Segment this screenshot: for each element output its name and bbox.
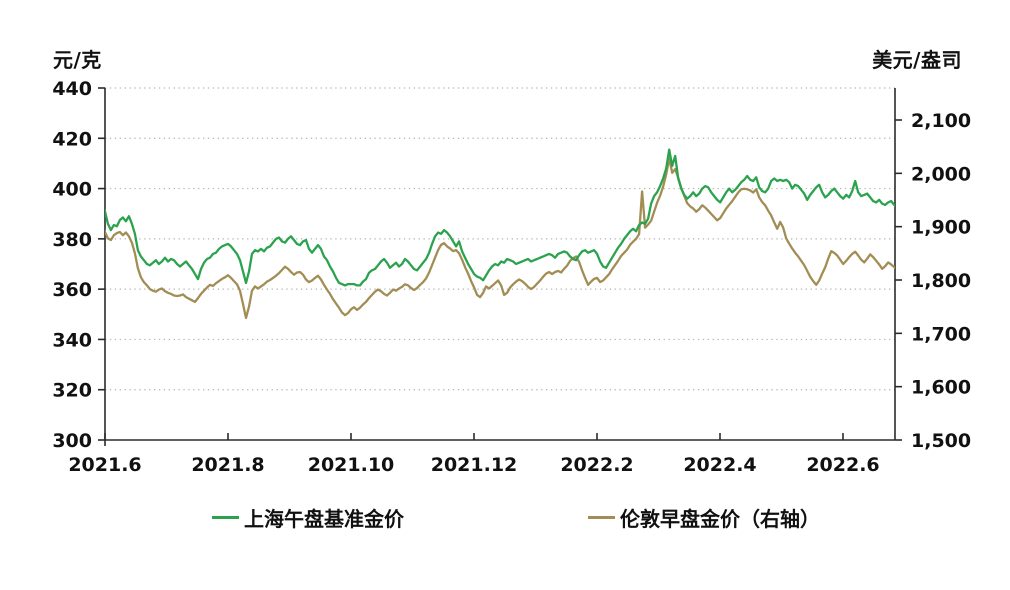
left-tick-label: 360 <box>52 279 92 301</box>
london-price-line <box>105 157 895 320</box>
right-axis-unit-label: 美元/盎司 <box>872 48 962 72</box>
legend-label-shanghai: 上海午盘基准金价 <box>244 506 404 531</box>
legend-label-london: 伦敦早盘金价（右轴） <box>620 506 820 531</box>
x-tick-label: 2022.4 <box>683 454 756 476</box>
shanghai-line-swatch-icon <box>212 515 239 519</box>
legend: 上海午盘基准金价 伦敦早盘金价（右轴） <box>0 503 1010 537</box>
left-tick-label: 420 <box>52 128 92 150</box>
london-line-swatch-icon <box>588 515 615 519</box>
x-tick-label: 2022.2 <box>560 454 633 476</box>
legend-item-shanghai: 上海午盘基准金价 <box>212 503 404 531</box>
right-tick-label: 1,900 <box>911 217 971 239</box>
left-tick-label: 340 <box>52 329 92 351</box>
x-tick-label: 2021.10 <box>308 454 395 476</box>
right-tick-label: 1,700 <box>911 323 971 345</box>
left-tick-label: 440 <box>52 78 92 100</box>
x-tick-label: 2021.8 <box>191 454 264 476</box>
right-tick-label: 1,600 <box>911 377 971 399</box>
left-tick-label: 320 <box>52 380 92 402</box>
right-tick-label: 1,800 <box>911 270 971 292</box>
x-tick-label: 2021.6 <box>68 454 141 476</box>
left-axis-unit-label: 元/克 <box>53 48 102 72</box>
left-tick-label: 380 <box>52 229 92 251</box>
left-tick-label: 400 <box>52 179 92 201</box>
legend-item-london: 伦敦早盘金价（右轴） <box>588 503 820 531</box>
x-tick-label: 2021.12 <box>431 454 518 476</box>
shanghai-price-line <box>105 148 895 287</box>
left-tick-label: 300 <box>52 430 92 452</box>
right-tick-label: 2,100 <box>911 110 971 132</box>
right-tick-label: 2,000 <box>911 163 971 185</box>
x-tick-label: 2022.6 <box>806 454 879 476</box>
right-tick-label: 1,500 <box>911 430 971 452</box>
